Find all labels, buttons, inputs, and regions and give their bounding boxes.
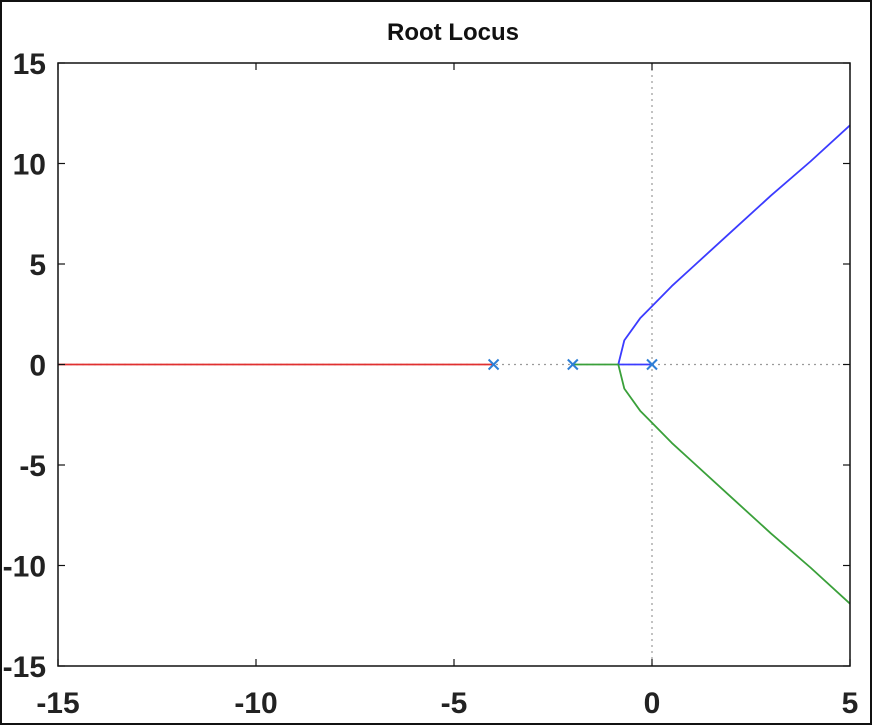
x-tick-label: -15 [36,687,79,720]
tick-marks [57,62,851,667]
locus-branch-3 [572,363,851,605]
y-tick-label: 15 [13,48,46,81]
pole-marker [646,358,658,371]
pole-marker [487,358,500,371]
y-tick-label: 10 [13,149,46,182]
x-tick-label: -5 [441,687,468,720]
x-tick-label: -10 [234,687,277,720]
x-tick-labels: -15 -10 -5 0 5 [36,687,858,720]
series-layer [58,124,851,605]
y-tick-label: -15 [3,651,46,684]
x-tick-label: 5 [842,687,859,720]
chart-title: Root Locus [387,19,519,46]
y-tick-label: -10 [3,551,46,584]
x-tick-label: 0 [644,687,661,720]
pole-markers [487,358,658,371]
pole-marker [567,358,579,371]
y-tick-label: 5 [29,249,46,282]
y-tick-labels: 15 10 5 0 -5 -10 -15 [3,48,46,684]
y-tick-label: -5 [19,450,46,483]
y-tick-label: 0 [29,350,46,383]
locus-branch-2 [617,124,851,366]
